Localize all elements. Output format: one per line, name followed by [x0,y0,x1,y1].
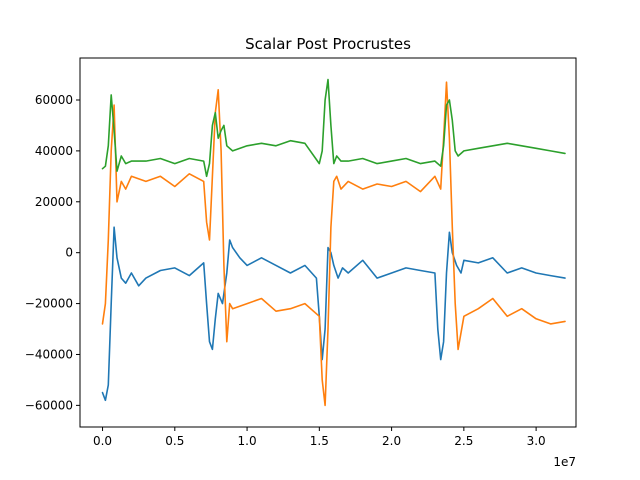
x-offset-label: 1e7 [553,455,576,469]
chart-title: Scalar Post Procrustes [245,35,411,53]
x-tick-label: 0.5 [165,434,184,448]
series-layer [101,78,566,407]
x-tick-label: 2.0 [382,434,401,448]
y-tick-label: −20000 [25,297,73,311]
y-tick-label: 60000 [35,93,73,107]
x-tick-label: 2.5 [454,434,473,448]
x-tick-label: 1.5 [310,434,329,448]
plot-area [79,57,577,428]
y-tick-label: 20000 [35,195,73,209]
y-axis: −60000 −40000 −20000 0 20000 40000 60000 [25,93,80,412]
x-tick-label: 0.0 [93,434,112,448]
y-tick-label: −40000 [25,347,73,361]
series-line-2 [101,81,566,407]
series-line-1 [101,226,566,402]
series-line-3 [101,78,566,178]
x-axis: 0.0 0.5 1.0 1.5 2.0 2.5 3.0 [93,427,546,448]
plot-frame [79,57,577,428]
y-tick-label: 0 [65,246,73,260]
x-tick-label: 3.0 [527,434,546,448]
x-tick-label: 1.0 [238,434,257,448]
y-tick-label: 40000 [35,144,73,158]
y-tick-label: −60000 [25,398,73,412]
